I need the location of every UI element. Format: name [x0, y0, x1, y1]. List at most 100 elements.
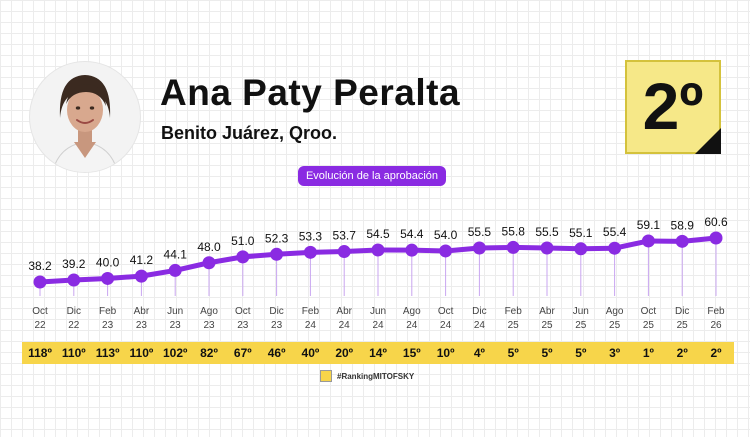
- legend-swatch: [320, 370, 332, 382]
- ranking-cell: 67º: [233, 346, 252, 360]
- data-point: [574, 242, 588, 256]
- data-point: [202, 256, 216, 270]
- value-label: 55.5: [535, 225, 559, 239]
- x-tick-month: Dic: [269, 306, 283, 317]
- x-tick-year: 23: [203, 320, 215, 331]
- x-tick-month: Jun: [573, 306, 589, 317]
- ranking-cell: 14º: [369, 346, 387, 360]
- x-tick-year: 24: [474, 320, 486, 331]
- ranking-cell: 5º: [541, 346, 553, 360]
- x-tick-month: Abr: [539, 306, 555, 317]
- x-tick-year: 23: [237, 320, 249, 331]
- chart-legend: #RankingMITOFSKY: [320, 369, 414, 383]
- x-tick-month: Dic: [675, 306, 689, 317]
- ranking-cell: 20º: [335, 346, 354, 360]
- x-tick-year: 23: [136, 320, 148, 331]
- data-point: [405, 243, 419, 257]
- x-tick-month: Feb: [99, 306, 117, 317]
- x-tick-year: 25: [643, 320, 655, 331]
- value-label: 59.1: [637, 218, 661, 232]
- approval-line-chart: 38.2 Oct 22 39.2 Dic 22 40.0 Feb 23 41.2 Abr 23 44.1…: [28, 215, 728, 331]
- ranking-cell: 82º: [200, 346, 218, 360]
- portrait-photo: [30, 62, 140, 172]
- current-rank-value: 2º: [642, 69, 704, 143]
- x-tick-month: Oct: [32, 306, 48, 317]
- municipality-label: Benito Juárez, Qroo.: [161, 123, 338, 143]
- value-label: 54.0: [434, 228, 458, 242]
- ranking-cell: 15º: [402, 346, 421, 360]
- value-label: 55.5: [468, 225, 492, 239]
- chart-subtitle-pill: Evolución de la aprobación: [298, 166, 446, 186]
- ranking-cell: 110º: [61, 346, 86, 360]
- ranking-cell: 10º: [436, 346, 455, 360]
- value-label: 54.4: [400, 227, 424, 241]
- x-tick-year: 24: [372, 320, 384, 331]
- value-label: 53.7: [333, 229, 357, 243]
- value-label: 58.9: [671, 218, 695, 232]
- ranking-cell: 3º: [609, 346, 621, 360]
- data-point: [303, 245, 317, 259]
- ranking-strip: 118º 110º 113º 110º 102º 82º 67º 46º 40º 20º 14º 15…: [22, 342, 734, 364]
- ranking-cell: 110º: [129, 346, 154, 360]
- x-tick-year: 25: [541, 320, 553, 331]
- x-tick-year: 24: [406, 320, 418, 331]
- data-point: [472, 241, 486, 255]
- x-tick-month: Abr: [336, 306, 352, 317]
- data-point: [709, 231, 723, 245]
- ranking-cell: 102º: [162, 346, 188, 360]
- ranking-cell: 46º: [267, 346, 286, 360]
- x-tick-month: Feb: [707, 306, 725, 317]
- x-tick-year: 23: [271, 320, 283, 331]
- data-point: [67, 273, 81, 287]
- value-label: 55.4: [603, 225, 627, 239]
- x-tick-year: 25: [508, 320, 520, 331]
- x-tick-year: 24: [440, 320, 452, 331]
- x-tick-year: 22: [34, 320, 46, 331]
- x-tick-month: Ago: [606, 306, 624, 317]
- data-point: [101, 271, 115, 285]
- data-point: [337, 245, 351, 259]
- x-tick-month: Jun: [167, 306, 183, 317]
- x-tick-month: Oct: [641, 306, 657, 317]
- politician-name: Ana Paty Peralta: [160, 72, 461, 113]
- value-label: 44.1: [164, 247, 188, 261]
- person-icon: [52, 75, 118, 172]
- x-tick-year: 22: [68, 320, 80, 331]
- ranking-cell: 1º: [642, 346, 654, 360]
- value-label: 40.0: [96, 255, 120, 269]
- data-point: [439, 244, 453, 258]
- value-label: 48.0: [197, 240, 221, 254]
- data-point: [506, 240, 520, 254]
- ranking-cell: 2º: [676, 346, 688, 360]
- badge-corner-accent: [695, 128, 721, 154]
- x-tick-year: 23: [102, 320, 114, 331]
- x-tick-month: Ago: [200, 306, 218, 317]
- value-label: 39.2: [62, 257, 86, 271]
- value-label: 51.0: [231, 234, 255, 248]
- ranking-cell: 118º: [28, 346, 52, 360]
- x-tick-month: Dic: [67, 306, 81, 317]
- x-tick-year: 25: [575, 320, 587, 331]
- x-tick-year: 26: [710, 320, 722, 331]
- ranking-cell: 2º: [710, 346, 722, 360]
- data-point: [371, 243, 385, 257]
- x-tick-month: Ago: [403, 306, 421, 317]
- value-label: 41.2: [130, 253, 154, 267]
- ranking-cell: 4º: [473, 346, 485, 360]
- data-point: [641, 234, 655, 248]
- ranking-cell: 5º: [575, 346, 587, 360]
- data-point: [33, 275, 47, 289]
- x-tick-month: Abr: [134, 306, 150, 317]
- x-tick-year: 24: [339, 320, 351, 331]
- x-tick-year: 23: [170, 320, 182, 331]
- x-tick-month: Dic: [472, 306, 486, 317]
- data-point: [236, 250, 250, 264]
- x-tick-year: 24: [305, 320, 317, 331]
- data-point: [270, 247, 284, 261]
- value-label: 52.3: [265, 231, 289, 245]
- x-tick-year: 25: [677, 320, 689, 331]
- x-tick-year: 25: [609, 320, 621, 331]
- x-tick-month: Oct: [438, 306, 454, 317]
- data-point: [168, 263, 182, 277]
- value-label: 60.6: [704, 215, 728, 229]
